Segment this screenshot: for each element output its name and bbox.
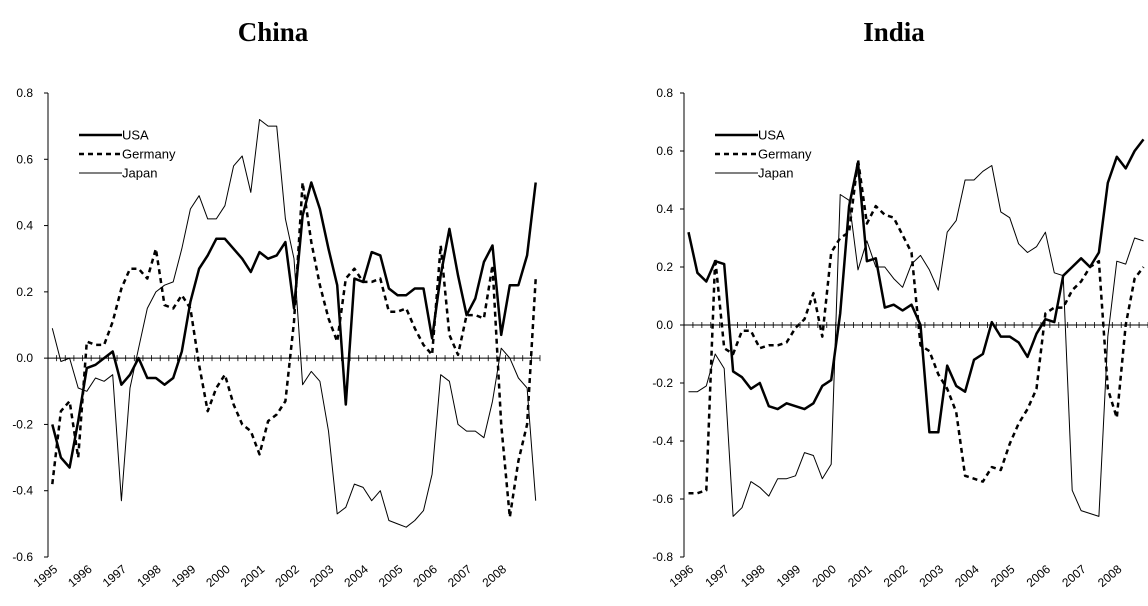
india-x-tick-label: 1996: [667, 562, 697, 590]
india-legend-label-germany: Germany: [758, 147, 812, 162]
china-series-germany: [51, 181, 537, 519]
india-series-germany: [688, 158, 1145, 495]
china-y-tick-label: -0.6: [12, 550, 33, 564]
china-x-tick-label: 2005: [376, 562, 406, 590]
india-x-tick-label: 2005: [988, 562, 1018, 590]
india-y-tick-label: -0.6: [652, 492, 673, 506]
india-y-tick-label: 0.0: [656, 318, 673, 332]
india-y-tick-label: 0.6: [656, 144, 673, 158]
india-x-tick-label: 1997: [702, 562, 732, 590]
india-title: India: [863, 17, 925, 47]
china-x-tick-label: 2000: [203, 562, 233, 590]
china-y-tick-label: -0.2: [12, 417, 33, 431]
china-legend-label-germany: Germany: [122, 147, 176, 162]
india-y-tick-label: 0.4: [656, 202, 673, 216]
india-x-tick-label: 2008: [1095, 562, 1125, 590]
china-x-tick-label: 1998: [134, 562, 164, 590]
china-x-tick-label: 1996: [65, 562, 95, 590]
india-series-japan: [688, 165, 1144, 517]
china-x-tick-label: 2006: [410, 562, 440, 590]
india-panel: India 0.80.60.40.20.0-0.2-0.4-0.6-0.8199…: [652, 17, 1148, 590]
china-y-tick-label: -0.4: [12, 484, 33, 498]
china-x-tick-label: 2004: [341, 562, 371, 590]
india-x-tick-label: 2000: [809, 562, 839, 590]
china-series-usa: [51, 181, 537, 469]
china-x-tick-label: 2003: [307, 562, 337, 590]
india-x-tick-label: 2006: [1024, 562, 1054, 590]
china-x-tick-label: 1999: [169, 562, 199, 590]
india-x-tick-label: 2002: [881, 562, 911, 590]
india-x-tick-label: 2007: [1059, 562, 1089, 590]
china-series-japan: [51, 119, 537, 528]
india-y-tick-label: -0.4: [652, 434, 673, 448]
china-y-tick-label: 0.8: [16, 86, 33, 100]
india-series-usa: [687, 138, 1145, 434]
china-x-tick-label: 2007: [445, 562, 475, 590]
china-title: China: [238, 17, 309, 47]
china-legend-label-usa: USA: [122, 128, 149, 143]
china-y-tick-label: 0.0: [16, 351, 33, 365]
india-y-tick-label: 0.2: [656, 260, 673, 274]
india-x-tick-label: 1998: [738, 562, 768, 590]
china-x-tick-label: 2002: [272, 562, 302, 590]
india-y-tick-label: 0.8: [656, 86, 673, 100]
india-legend-label-japan: Japan: [758, 166, 793, 181]
china-x-tick-label: 2008: [480, 562, 510, 590]
india-x-tick-label: 2003: [917, 562, 947, 590]
china-y-tick-label: 0.4: [16, 219, 33, 233]
india-y-tick-label: -0.2: [652, 376, 673, 390]
india-x-tick-label: 1999: [774, 562, 804, 590]
china-x-tick-label: 2001: [238, 562, 268, 590]
china-y-tick-label: 0.6: [16, 152, 33, 166]
india-legend-label-usa: USA: [758, 128, 785, 143]
india-x-tick-label: 2004: [952, 562, 982, 590]
china-y-tick-label: 0.2: [16, 285, 33, 299]
china-x-tick-label: 1995: [31, 562, 61, 590]
china-legend-label-japan: Japan: [122, 166, 157, 181]
china-x-tick-label: 1997: [100, 562, 130, 590]
india-y-tick-label: -0.8: [652, 550, 673, 564]
india-x-tick-label: 2001: [845, 562, 875, 590]
